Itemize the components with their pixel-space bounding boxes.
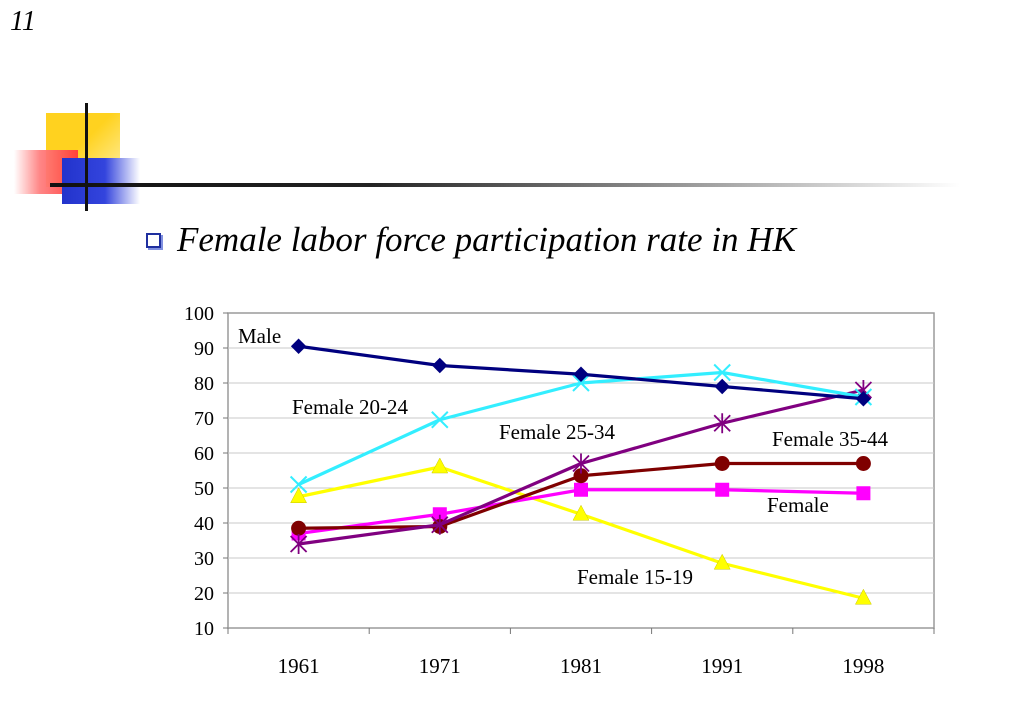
y-tick-label: 40 [194, 513, 214, 535]
bullet-item: Female labor force participation rate in… [146, 220, 796, 260]
y-tick-label: 50 [194, 478, 214, 500]
data-point [573, 468, 589, 484]
data-point [572, 504, 590, 521]
y-tick-label: 90 [194, 338, 214, 360]
data-point [574, 482, 588, 497]
y-tick-label: 30 [194, 548, 214, 570]
data-point [291, 520, 307, 536]
series-female-35-44 [291, 456, 871, 536]
data-point [290, 487, 308, 503]
data-point [290, 338, 307, 354]
data-point [856, 486, 871, 501]
x-tick-label: 1971 [419, 654, 461, 678]
data-point [855, 391, 872, 407]
x-tick-label: 1991 [701, 654, 743, 678]
series-annotation: Male [238, 324, 281, 348]
data-point [714, 456, 730, 471]
data-point [714, 378, 730, 395]
y-tick-label: 80 [194, 373, 214, 395]
series-female [291, 482, 871, 541]
decor-blue-square [62, 158, 140, 204]
data-point [855, 456, 871, 471]
data-point [289, 475, 308, 494]
data-point [715, 482, 730, 497]
square-bullet-icon [146, 232, 161, 248]
y-tick-label: 60 [194, 443, 214, 465]
data-point [432, 507, 447, 522]
bullet-text: Female labor force participation rate in… [177, 220, 796, 259]
series-male [290, 338, 872, 407]
slide-number: 11 [10, 6, 36, 37]
series-female-25-34 [289, 380, 873, 554]
series-annotation: Female 15-19 [577, 565, 693, 589]
y-tick-label: 20 [194, 583, 214, 605]
y-tick-label: 10 [194, 618, 214, 640]
y-tick-label: 70 [194, 408, 214, 430]
x-tick-label: 1961 [278, 654, 320, 678]
decor-vertical-line [85, 103, 88, 211]
data-point [432, 357, 448, 374]
series-annotation: Female 35-44 [772, 427, 889, 451]
x-tick-label: 1981 [560, 654, 602, 678]
data-point [713, 553, 731, 570]
x-tick-label: 1998 [842, 654, 884, 678]
series-annotation: Female 25-34 [499, 420, 616, 444]
series-annotation: Female 20-24 [292, 395, 409, 419]
data-point [854, 588, 872, 605]
series-female-15-19 [290, 457, 872, 605]
y-tick-label: 100 [184, 303, 214, 325]
series-annotation: Female [767, 493, 829, 517]
data-point [572, 374, 590, 392]
data-point [431, 411, 449, 429]
data-point [713, 363, 731, 382]
data-point [431, 457, 449, 474]
decor-horizontal-rule [50, 183, 960, 187]
data-point [573, 366, 589, 382]
